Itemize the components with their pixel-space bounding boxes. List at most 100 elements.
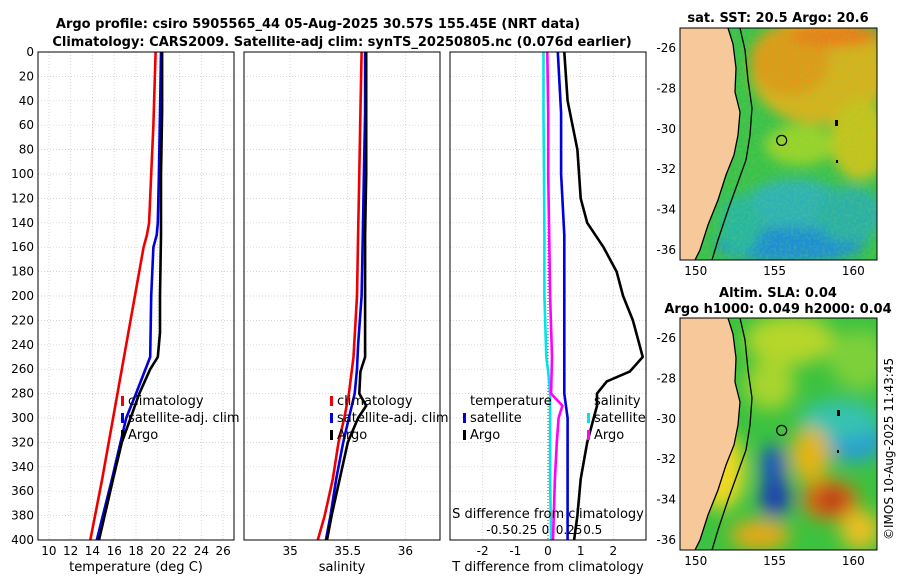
- map-lat-tick-label: -34: [656, 493, 676, 507]
- map-lon-tick-label: 150: [684, 264, 707, 278]
- difference-series: [542, 52, 645, 540]
- salinity-axes-box: [243, 51, 441, 541]
- s-difference-tick-label: 0.25: [556, 523, 583, 537]
- map-lon-tick-label: 160: [842, 264, 865, 278]
- depth-tick-label: 40: [19, 94, 34, 108]
- depth-tick-label: 320: [11, 435, 34, 449]
- depth-tick-label: 360: [11, 484, 34, 498]
- depth-tick-label: 240: [11, 338, 34, 352]
- island-marker: [836, 160, 838, 163]
- s-difference-tick-label: 0: [542, 523, 550, 537]
- salinity-series: [316, 52, 368, 540]
- legend-argo: Argo: [337, 428, 367, 443]
- legend-swatch-satellite-adj: [121, 413, 124, 423]
- map-lat-tick-label: -36: [656, 243, 676, 257]
- legend-s-argo: Argo: [594, 428, 624, 443]
- depth-tick-labels: 0 20 40 60 80 100 120 140 160 180 200 220 240 260 280 3…: [11, 45, 34, 547]
- map-lat-tick-label: -32: [656, 162, 676, 176]
- x-tick-label: 16: [107, 544, 122, 558]
- difference-panel: -2 -1 0 1 2 T difference from climatology S …: [449, 51, 647, 575]
- map-lat-tick-label: -30: [656, 412, 676, 426]
- depth-tick-label: 100: [11, 167, 34, 181]
- salinity-legend: climatology satellite-adj. clim Argo: [330, 394, 449, 443]
- depth-tick-label: 400: [11, 533, 34, 547]
- legend-swatch-satellite-adj: [330, 413, 333, 423]
- series-satellite-adj-clim: [95, 52, 163, 540]
- x-tick-label: 10: [41, 544, 56, 558]
- series-salinity-argo: [546, 52, 564, 540]
- legend-swatch-argo: [121, 430, 124, 440]
- series-climatology: [316, 52, 363, 540]
- depth-tick-label: 200: [11, 289, 34, 303]
- sla-map: Altim. SLA: 0.04 Argo h1000: 0.049 h2000…: [656, 286, 891, 568]
- x-tick-label: 22: [172, 544, 187, 558]
- depth-tick-label: 140: [11, 216, 34, 230]
- s-difference-xlabel: S difference from climatology: [452, 507, 644, 522]
- x-tick-label: 2: [610, 544, 618, 558]
- salinity-panel: 35 35.5 36 salinity climatology satellite-…: [243, 51, 449, 575]
- s-difference-tick-label: -0.5: [486, 523, 509, 537]
- sst-map-title: sat. SST: 20.5 Argo: 20.6: [687, 11, 868, 26]
- map-lat-tick-label: -28: [656, 372, 676, 386]
- map-lon-tick-label: 155: [763, 264, 786, 278]
- s-difference-tick-labels: -0.5-0.25 0 0.25 0.5: [486, 523, 602, 537]
- x-tick-label: 18: [128, 544, 143, 558]
- series-argo: [97, 52, 164, 540]
- x-tick-label: 0: [544, 544, 552, 558]
- x-tick-label: -1: [509, 544, 521, 558]
- legend-swatch-climatology: [121, 396, 124, 406]
- island-marker: [835, 120, 838, 126]
- x-tick-label: -2: [477, 544, 489, 558]
- depth-tick-label: 260: [11, 362, 34, 376]
- legend-satellite-adj: satellite-adj. clim: [128, 411, 240, 426]
- series-salinity-satellite: [542, 52, 553, 540]
- title-line-1: Argo profile: csiro 5905565_44 05-Aug-20…: [56, 17, 580, 32]
- title-line-2: Climatology: CARS2009. Satellite-adj cli…: [52, 35, 631, 50]
- legend-s-satellite: satellite: [594, 411, 646, 426]
- legend-swatch-argo: [330, 430, 333, 440]
- shelf-contour: [711, 318, 753, 550]
- temperature-panel: 0 20 40 60 80 100 120 140 160 180 200 220 240 260 280 3…: [11, 45, 240, 575]
- coastline: [694, 318, 741, 550]
- legend-climatology: climatology: [337, 394, 413, 409]
- temperature-axes-box: [37, 51, 235, 541]
- difference-axes-box: [449, 51, 647, 541]
- t-difference-tick-labels: -2 -1 0 1 2: [477, 544, 617, 558]
- series-climatology: [89, 52, 157, 540]
- x-tick-label: 26: [215, 544, 230, 558]
- legend-climatology: climatology: [128, 394, 204, 409]
- map-lon-tick-label: 160: [842, 554, 865, 568]
- x-tick-label: 24: [194, 544, 209, 558]
- salinity-xlabel: salinity: [319, 560, 366, 575]
- depth-tick-label: 380: [11, 509, 34, 523]
- sla-map-title-2: Argo h1000: 0.049 h2000: 0.04: [664, 302, 891, 317]
- legend-swatch-climatology: [330, 396, 333, 406]
- x-tick-label: 35.5: [334, 544, 361, 558]
- map-lat-tick-label: -26: [656, 41, 676, 55]
- legend-temperature-heading: temperature: [470, 394, 552, 409]
- x-tick-label: 35: [282, 544, 297, 558]
- depth-tick-label: 160: [11, 240, 34, 254]
- sla-map-frame: [679, 317, 878, 551]
- legend-argo: Argo: [128, 428, 158, 443]
- imos-timestamp: ©IMOS 10-Aug-2025 11:43:45: [882, 358, 896, 540]
- series-temperature-satellite: [556, 52, 569, 540]
- map-lat-tick-label: -32: [656, 452, 676, 466]
- x-tick-label: 14: [85, 544, 100, 558]
- map-lat-tick-label: -26: [656, 331, 676, 345]
- argo-float-marker: [776, 424, 788, 436]
- series-argo: [325, 52, 368, 540]
- series-satellite-adj-clim: [324, 52, 367, 540]
- sst-map-frame: [679, 27, 878, 261]
- s-difference-tick-label: -0.25: [506, 523, 537, 537]
- legend-t-satellite: satellite: [470, 411, 522, 426]
- temperature-series: [89, 52, 164, 540]
- sla-map-tick-labels: 150 155 160 -26 -28 -30 -32 -34 -36: [656, 331, 864, 568]
- depth-tick-label: 120: [11, 191, 34, 205]
- island-marker: [837, 450, 839, 453]
- sst-map: sat. SST: 20.5 Argo: 20.6 150 1: [656, 11, 878, 278]
- temperature-xlabel: temperature (deg C): [69, 560, 203, 575]
- depth-tick-label: 300: [11, 411, 34, 425]
- x-tick-label: 12: [63, 544, 78, 558]
